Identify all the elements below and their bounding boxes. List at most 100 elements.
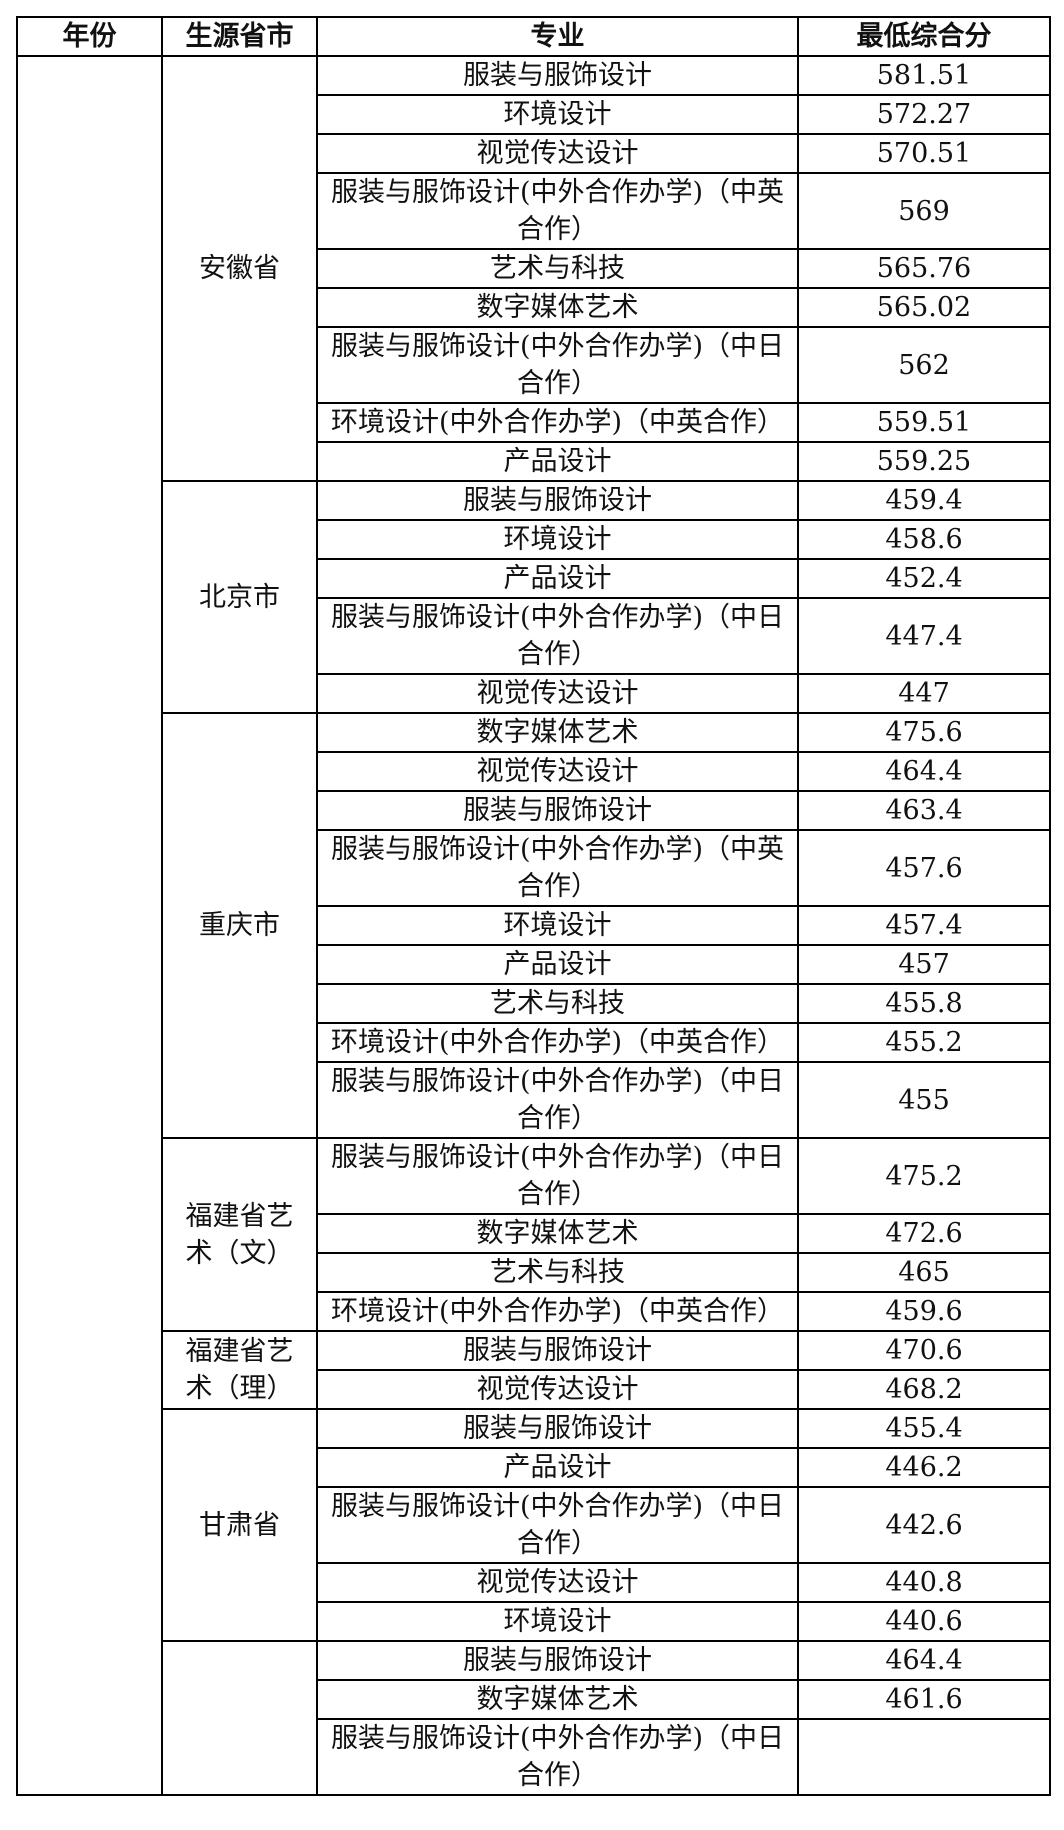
table-row: 重庆市 数字媒体艺术 475.6: [17, 712, 1051, 1139]
table-row: 服装与服饰设计(中外合作办学)（中日合作）: [17, 1718, 1051, 1796]
score-cell: 455.2: [797, 1022, 1051, 1063]
province-cell: 安徽省: [161, 55, 318, 482]
score-cell: 569: [797, 172, 1051, 250]
major-cell: 环境设计(中外合作办学)（中英合作）: [316, 1022, 799, 1063]
major-cell: 数字媒体艺术: [316, 1213, 799, 1254]
score-cell: 458.6: [797, 519, 1051, 560]
score-cell: 452.4: [797, 558, 1051, 599]
province-cell: 北京市: [161, 480, 318, 714]
table-row: 环境设计 572.27: [17, 94, 1051, 135]
score-cell: 447.4: [797, 597, 1051, 675]
score-cell: 570.51: [797, 133, 1051, 174]
score-cell: 455.8: [797, 983, 1051, 1024]
major-cell: 服装与服饰设计(中外合作办学)（中日合作）: [316, 1486, 799, 1564]
major-cell: 服装与服饰设计: [316, 1408, 799, 1449]
table-row: 北京市 服装与服饰设计 459.4: [17, 480, 1051, 714]
score-cell: 472.6: [797, 1213, 1051, 1254]
score-cell: 475.6: [797, 712, 1051, 753]
table-row: 产品设计 446.2: [17, 1447, 1051, 1488]
major-cell: 服装与服饰设计: [316, 55, 799, 96]
score-cell: 457: [797, 944, 1051, 985]
major-cell: 艺术与科技: [316, 983, 799, 1024]
score-cell: 581.51: [797, 55, 1051, 96]
table-row: 产品设计 452.4: [17, 558, 1051, 599]
major-cell: 视觉传达设计: [316, 1562, 799, 1603]
score-cell: 446.2: [797, 1447, 1051, 1488]
header-cell: 专业: [316, 16, 799, 57]
major-cell: 产品设计: [316, 441, 799, 482]
major-cell: 服装与服饰设计(中外合作办学)（中日合作）: [316, 1061, 799, 1139]
table-row: 服装与服饰设计 464.4: [17, 1640, 1051, 1796]
table-row: 视觉传达设计 468.2: [17, 1369, 1051, 1410]
score-cell: 457.6: [797, 829, 1051, 907]
province-cell: [161, 1640, 318, 1796]
table-row: 服装与服饰设计(中外合作办学)（中日合作） 562: [17, 326, 1051, 404]
major-cell: 服装与服饰设计: [316, 790, 799, 831]
score-cell: 440.6: [797, 1601, 1051, 1642]
table-row: 视觉传达设计 447: [17, 673, 1051, 714]
score-cell: 463.4: [797, 790, 1051, 831]
province-cell: 重庆市: [161, 712, 318, 1139]
table-row: 福建省艺术（理） 服装与服饰设计 470.6: [17, 1330, 1051, 1410]
score-cell: 447: [797, 673, 1051, 714]
table-row: 产品设计 559.25: [17, 441, 1051, 482]
table-row: 数字媒体艺术 565.02: [17, 287, 1051, 328]
major-cell: 服装与服饰设计: [316, 1330, 799, 1371]
table-row: 艺术与科技 565.76: [17, 248, 1051, 289]
major-cell: 产品设计: [316, 558, 799, 599]
score-cell: 455: [797, 1061, 1051, 1139]
table-row: 服装与服饰设计(中外合作办学)（中英合作） 457.6: [17, 829, 1051, 907]
major-cell: 视觉传达设计: [316, 133, 799, 174]
province-cell: 福建省艺术（文）: [161, 1137, 318, 1332]
score-cell: 572.27: [797, 94, 1051, 135]
table-row: 视觉传达设计 464.4: [17, 751, 1051, 792]
table-row: 环境设计(中外合作办学)（中英合作） 455.2: [17, 1022, 1051, 1063]
province-cell: 甘肃省: [161, 1408, 318, 1642]
table-row: 艺术与科技 455.8: [17, 983, 1051, 1024]
table-row: 环境设计 458.6: [17, 519, 1051, 560]
score-cell: 464.4: [797, 751, 1051, 792]
major-cell: 服装与服饰设计(中外合作办学)（中英合作）: [316, 829, 799, 907]
score-cell: 440.8: [797, 1562, 1051, 1603]
score-cell: 559.25: [797, 441, 1051, 482]
table-body: 安徽省 服装与服饰设计 581.51 环境设计 572.27 视觉传达设计 570.51 服装…: [16, 55, 1051, 1796]
table-row: 数字媒体艺术 461.6: [17, 1679, 1051, 1720]
score-cell: 470.6: [797, 1330, 1051, 1371]
score-cell: 459.4: [797, 480, 1051, 521]
major-cell: 产品设计: [316, 1447, 799, 1488]
major-cell: 环境设计: [316, 519, 799, 560]
table-row: 福建省艺术（文） 服装与服饰设计(中外合作办学)（中日合作） 475.2: [17, 1137, 1051, 1332]
table-row: 艺术与科技 465: [17, 1252, 1051, 1293]
score-cell: 442.6: [797, 1486, 1051, 1564]
major-cell: 服装与服饰设计(中外合作办学)（中日合作）: [316, 326, 799, 404]
major-cell: 环境设计(中外合作办学)（中英合作）: [316, 1291, 799, 1332]
major-cell: 服装与服饰设计: [316, 480, 799, 521]
table-row: 环境设计(中外合作办学)（中英合作） 559.51: [17, 402, 1051, 443]
major-cell: 视觉传达设计: [316, 1369, 799, 1410]
table-row: 环境设计 440.6: [17, 1601, 1051, 1642]
major-cell: 服装与服饰设计(中外合作办学)（中日合作）: [316, 1137, 799, 1215]
major-cell: 产品设计: [316, 944, 799, 985]
score-cell: 465: [797, 1252, 1051, 1293]
score-cell: 464.4: [797, 1640, 1051, 1681]
score-cell: 475.2: [797, 1137, 1051, 1215]
score-cell: 468.2: [797, 1369, 1051, 1410]
table-row: 环境设计(中外合作办学)（中英合作） 459.6: [17, 1291, 1051, 1332]
major-cell: 数字媒体艺术: [316, 287, 799, 328]
major-cell: 服装与服饰设计(中外合作办学)（中英合作）: [316, 172, 799, 250]
score-cell: 455.4: [797, 1408, 1051, 1449]
score-cell: 559.51: [797, 402, 1051, 443]
table-row: 甘肃省 服装与服饰设计 455.4: [17, 1408, 1051, 1642]
table-row: 环境设计 457.4: [17, 905, 1051, 946]
table-row: 服装与服饰设计(中外合作办学)（中英合作） 569: [17, 172, 1051, 250]
year-cell: [16, 55, 163, 1796]
header-row: 年份 生源省市 专业 最低综合分: [16, 16, 1051, 57]
header-cell: 生源省市: [161, 16, 318, 57]
score-cell: [797, 1718, 1051, 1796]
table-row: 产品设计 457: [17, 944, 1051, 985]
major-cell: 环境设计(中外合作办学)（中英合作）: [316, 402, 799, 443]
table-row: 数字媒体艺术 472.6: [17, 1213, 1051, 1254]
score-cell: 565.76: [797, 248, 1051, 289]
major-cell: 视觉传达设计: [316, 673, 799, 714]
